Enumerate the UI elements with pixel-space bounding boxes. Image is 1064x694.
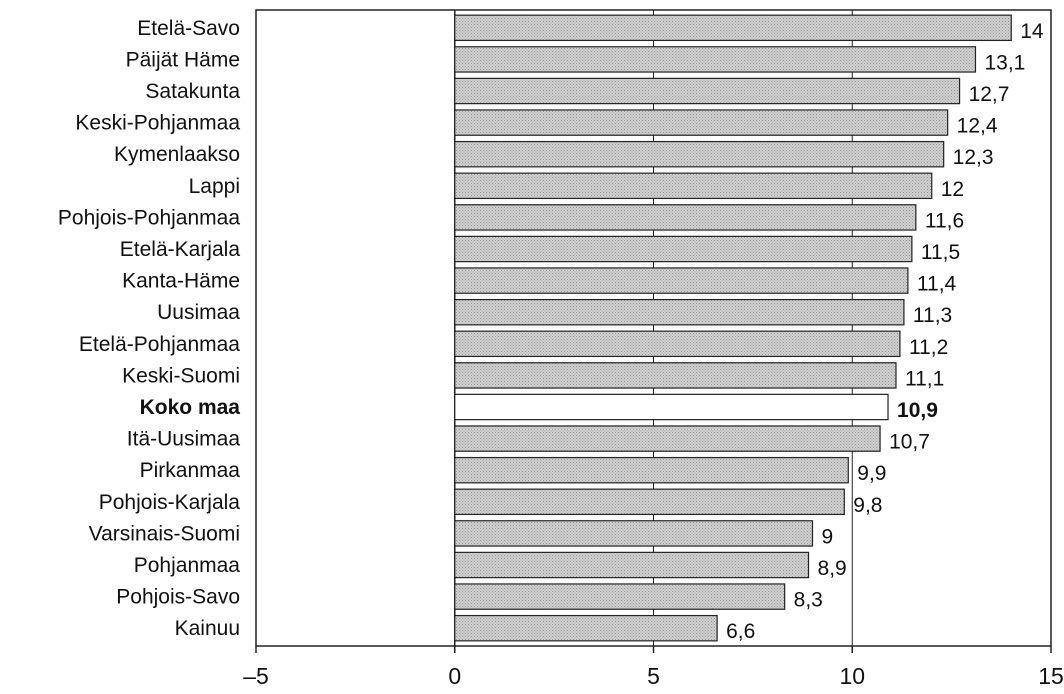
bar	[454, 298, 905, 326]
x-axis-ticks: –5 0 5 10 15	[243, 646, 1064, 689]
bar	[454, 77, 961, 105]
bar	[454, 204, 917, 231]
x-tick-label: 15	[1038, 663, 1064, 689]
category-label: Pohjois-Karjala	[99, 491, 241, 514]
value-label: 12,7	[969, 83, 1010, 106]
bar	[454, 614, 718, 642]
category-label: Pohjanmaa	[134, 554, 241, 577]
value-label: 11,5	[921, 241, 960, 264]
bar	[454, 362, 897, 389]
bar	[454, 330, 901, 358]
value-label: 6,6	[726, 620, 755, 643]
value-label: 12,4	[957, 115, 998, 138]
value-label: 12	[941, 178, 964, 201]
bar	[454, 520, 814, 547]
value-labels: 14 13,1 12,7 12,4 12,3 12 11,6 11,5 11,4 11,3 11,2…	[726, 20, 1044, 643]
category-label: Etelä-Savo	[137, 17, 240, 40]
grid-lines	[454, 10, 853, 646]
bar	[454, 551, 810, 579]
x-tick-label: 10	[839, 663, 865, 689]
value-label: 12,3	[953, 146, 994, 169]
value-label: 9,9	[857, 462, 886, 485]
category-label: Uusimaa	[157, 301, 240, 324]
category-label: Koko maa	[140, 396, 241, 419]
category-label: Itä-Uusimaa	[127, 428, 241, 451]
bar	[454, 488, 845, 516]
value-label: 11,4	[917, 273, 957, 296]
category-label: Kainuu	[175, 617, 240, 640]
value-label: 13,1	[984, 51, 1025, 74]
category-label: Keski-Suomi	[122, 364, 240, 387]
value-label: 9	[822, 525, 834, 548]
category-label: Kymenlaakso	[114, 143, 240, 166]
value-label: 8,9	[818, 557, 847, 580]
value-label: 9,8	[853, 494, 882, 517]
value-label: 10,7	[889, 431, 930, 454]
category-label: Etelä-Pohjanmaa	[79, 333, 240, 356]
bar	[454, 583, 786, 610]
category-label: Lappi	[189, 175, 240, 198]
x-tick-label: 0	[448, 663, 461, 689]
category-label: Satakunta	[145, 80, 240, 103]
value-label: 11,3	[913, 304, 952, 327]
value-label: 11,2	[909, 336, 948, 359]
bar	[454, 393, 889, 421]
bar	[454, 235, 913, 263]
category-label: Pohjois-Savo	[116, 586, 240, 609]
bars	[454, 14, 1012, 642]
category-label: Keski-Pohjanmaa	[75, 112, 240, 135]
value-label: 14	[1020, 20, 1044, 43]
bar	[454, 140, 945, 168]
x-tick-label: –5	[243, 663, 269, 689]
bar	[454, 14, 1012, 42]
bar	[454, 456, 849, 484]
x-tick-label: 5	[647, 663, 660, 689]
category-label: Kanta-Häme	[122, 270, 240, 293]
category-label: Etelä-Karjala	[120, 238, 241, 261]
value-label: 8,3	[794, 589, 823, 612]
bar	[454, 267, 909, 294]
category-label: Pohjois-Pohjanmaa	[58, 206, 240, 229]
bar	[454, 172, 933, 200]
category-label: Päijät Häme	[126, 48, 240, 71]
category-label: Varsinais-Suomi	[89, 522, 240, 545]
bar	[454, 46, 977, 73]
value-label: 11,1	[905, 367, 944, 390]
value-label: 11,6	[925, 209, 964, 232]
value-label: 10,9	[897, 399, 938, 422]
category-label: Pirkanmaa	[140, 459, 241, 482]
category-labels: Etelä-Savo Päijät Häme Satakunta Keski-Pohj…	[58, 17, 240, 640]
bar	[454, 109, 949, 136]
bar	[454, 425, 881, 452]
